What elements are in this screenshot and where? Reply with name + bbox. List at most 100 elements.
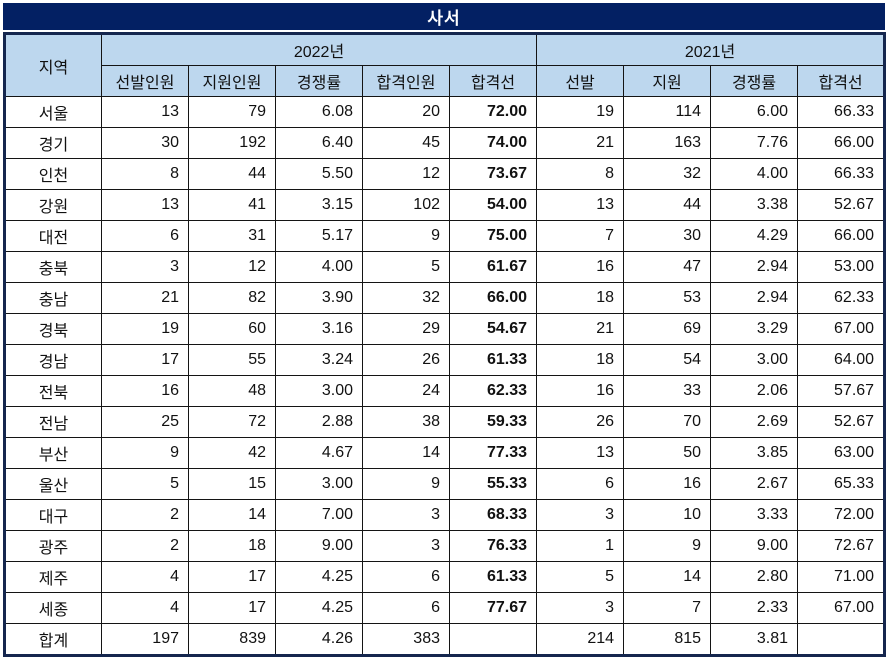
value-cell: 9: [362, 468, 450, 500]
region-cell: 대구: [4, 499, 102, 531]
value-cell: 14: [188, 499, 276, 531]
region-cell: 부산: [4, 437, 102, 469]
value-cell: 8: [101, 158, 189, 190]
table-row: 경남 17 55 3.24 26 61.33 18 54 3.00 64.00: [4, 344, 886, 376]
value-cell: 44: [623, 189, 712, 221]
value-cell: 1: [536, 530, 625, 562]
value-cell: 9: [623, 530, 712, 562]
year-2021-group-header: 2021년: [536, 33, 886, 66]
table-row: 부산 9 42 4.67 14 77.33 13 50 3.85 63.00: [4, 437, 886, 469]
value-cell: 12: [362, 158, 450, 190]
col-header-2021-ratio: 경쟁률: [710, 65, 799, 97]
value-cell: 2: [101, 499, 189, 531]
value-cell: 5: [536, 561, 625, 593]
value-cell: 30: [101, 127, 189, 159]
value-cell: 26: [362, 344, 450, 376]
value-cell: 31: [188, 220, 276, 252]
pass-line-2021-cell: 67.00: [797, 592, 886, 624]
table-row: 전남 25 72 2.88 38 59.33 26 70 2.69 52.67: [4, 406, 886, 438]
value-cell: 44: [188, 158, 276, 190]
value-cell: 3: [362, 499, 450, 531]
value-cell: 25: [101, 406, 189, 438]
col-header-2022-ratio: 경쟁률: [275, 65, 363, 97]
table-row: 대구 2 14 7.00 3 68.33 3 10 3.33 72.00: [4, 499, 886, 531]
value-cell: 3: [101, 251, 189, 283]
value-cell: 3: [536, 592, 625, 624]
pass-line-2022-cell: 62.33: [448, 375, 538, 407]
pass-line-2022-cell: 73.67: [448, 158, 538, 190]
region-cell: 충북: [4, 251, 102, 283]
value-cell: 3.38: [710, 189, 799, 221]
region-cell: 서울: [4, 96, 102, 128]
value-cell: 6.00: [710, 96, 799, 128]
value-cell: 26: [536, 406, 625, 438]
pass-line-2021-cell: 57.67: [797, 375, 886, 407]
value-cell: 7.00: [275, 499, 363, 531]
col-header-2022-passline: 합격선: [448, 65, 538, 97]
value-cell: 54: [623, 344, 712, 376]
value-cell: 3: [362, 530, 450, 562]
value-cell: 13: [101, 189, 189, 221]
table-row: 충남 21 82 3.90 32 66.00 18 53 2.94 62.33: [4, 282, 886, 314]
value-cell: 4.25: [275, 592, 363, 624]
value-cell: 32: [362, 282, 450, 314]
value-cell: 24: [362, 375, 450, 407]
table-row: 세종 4 17 4.25 6 77.67 3 7 2.33 67.00: [4, 592, 886, 624]
value-cell: 4.00: [710, 158, 799, 190]
table-row: 인천 8 44 5.50 12 73.67 8 32 4.00 66.33: [4, 158, 886, 190]
value-cell: 3.24: [275, 344, 363, 376]
pass-line-2021-cell: 53.00: [797, 251, 886, 283]
table-body: 서울 13 79 6.08 20 72.00 19 114 6.00 66.33…: [4, 96, 886, 656]
region-cell: 대전: [4, 220, 102, 252]
value-cell: 19: [536, 96, 625, 128]
value-cell: 70: [623, 406, 712, 438]
table-title: 사서: [427, 9, 461, 28]
value-cell: 16: [536, 251, 625, 283]
region-cell: 강원: [4, 189, 102, 221]
region-cell: 전북: [4, 375, 102, 407]
col-header-2022-applied: 지원인원: [188, 65, 276, 97]
pass-line-2022-cell: 54.00: [448, 189, 538, 221]
pass-line-2022-cell: 77.33: [448, 437, 538, 469]
value-cell: 4.25: [275, 561, 363, 593]
value-cell: 18: [536, 344, 625, 376]
value-cell: 2: [101, 530, 189, 562]
value-cell: 4: [101, 561, 189, 593]
pass-line-2021-cell: 71.00: [797, 561, 886, 593]
value-cell: 5.17: [275, 220, 363, 252]
value-cell: 3.16: [275, 313, 363, 345]
value-cell: 2.94: [710, 251, 799, 283]
value-cell: 60: [188, 313, 276, 345]
year-2022-group-header: 2022년: [100, 33, 538, 66]
region-cell: 경북: [4, 313, 102, 345]
value-cell: 2.88: [275, 406, 363, 438]
value-cell: 33: [623, 375, 712, 407]
value-cell: 8: [536, 158, 625, 190]
pass-line-2022-cell: 61.33: [448, 344, 538, 376]
table-row: 강원 13 41 3.15 102 54.00 13 44 3.38 52.67: [4, 189, 886, 221]
value-cell: 15: [188, 468, 276, 500]
value-cell: 30: [623, 220, 712, 252]
region-cell: 전남: [4, 406, 102, 438]
pass-line-2021-cell: 52.67: [797, 406, 886, 438]
value-cell: 79: [188, 96, 276, 128]
value-cell: 10: [623, 499, 712, 531]
value-cell: 9: [101, 437, 189, 469]
value-cell: 6: [101, 220, 189, 252]
value-cell: 14: [623, 561, 712, 593]
value-cell: 4: [101, 592, 189, 624]
value-cell: 48: [188, 375, 276, 407]
pass-line-2021-cell: 62.33: [797, 282, 886, 314]
pass-line-2022-cell: 74.00: [448, 127, 538, 159]
pass-line-2022-cell: 75.00: [448, 220, 538, 252]
exam-stats-table: 지역 2022년 2021년 선발인원 지원인원 경쟁률 합격인원 합격선 선발…: [3, 32, 887, 657]
value-cell: 18: [536, 282, 625, 314]
col-header-2021-selected: 선발: [536, 65, 625, 97]
value-cell: 45: [362, 127, 450, 159]
value-cell: 82: [188, 282, 276, 314]
value-cell: 3: [536, 499, 625, 531]
table-row: 서울 13 79 6.08 20 72.00 19 114 6.00 66.33: [4, 96, 886, 128]
value-cell: 102: [362, 189, 450, 221]
value-cell: 20: [362, 96, 450, 128]
